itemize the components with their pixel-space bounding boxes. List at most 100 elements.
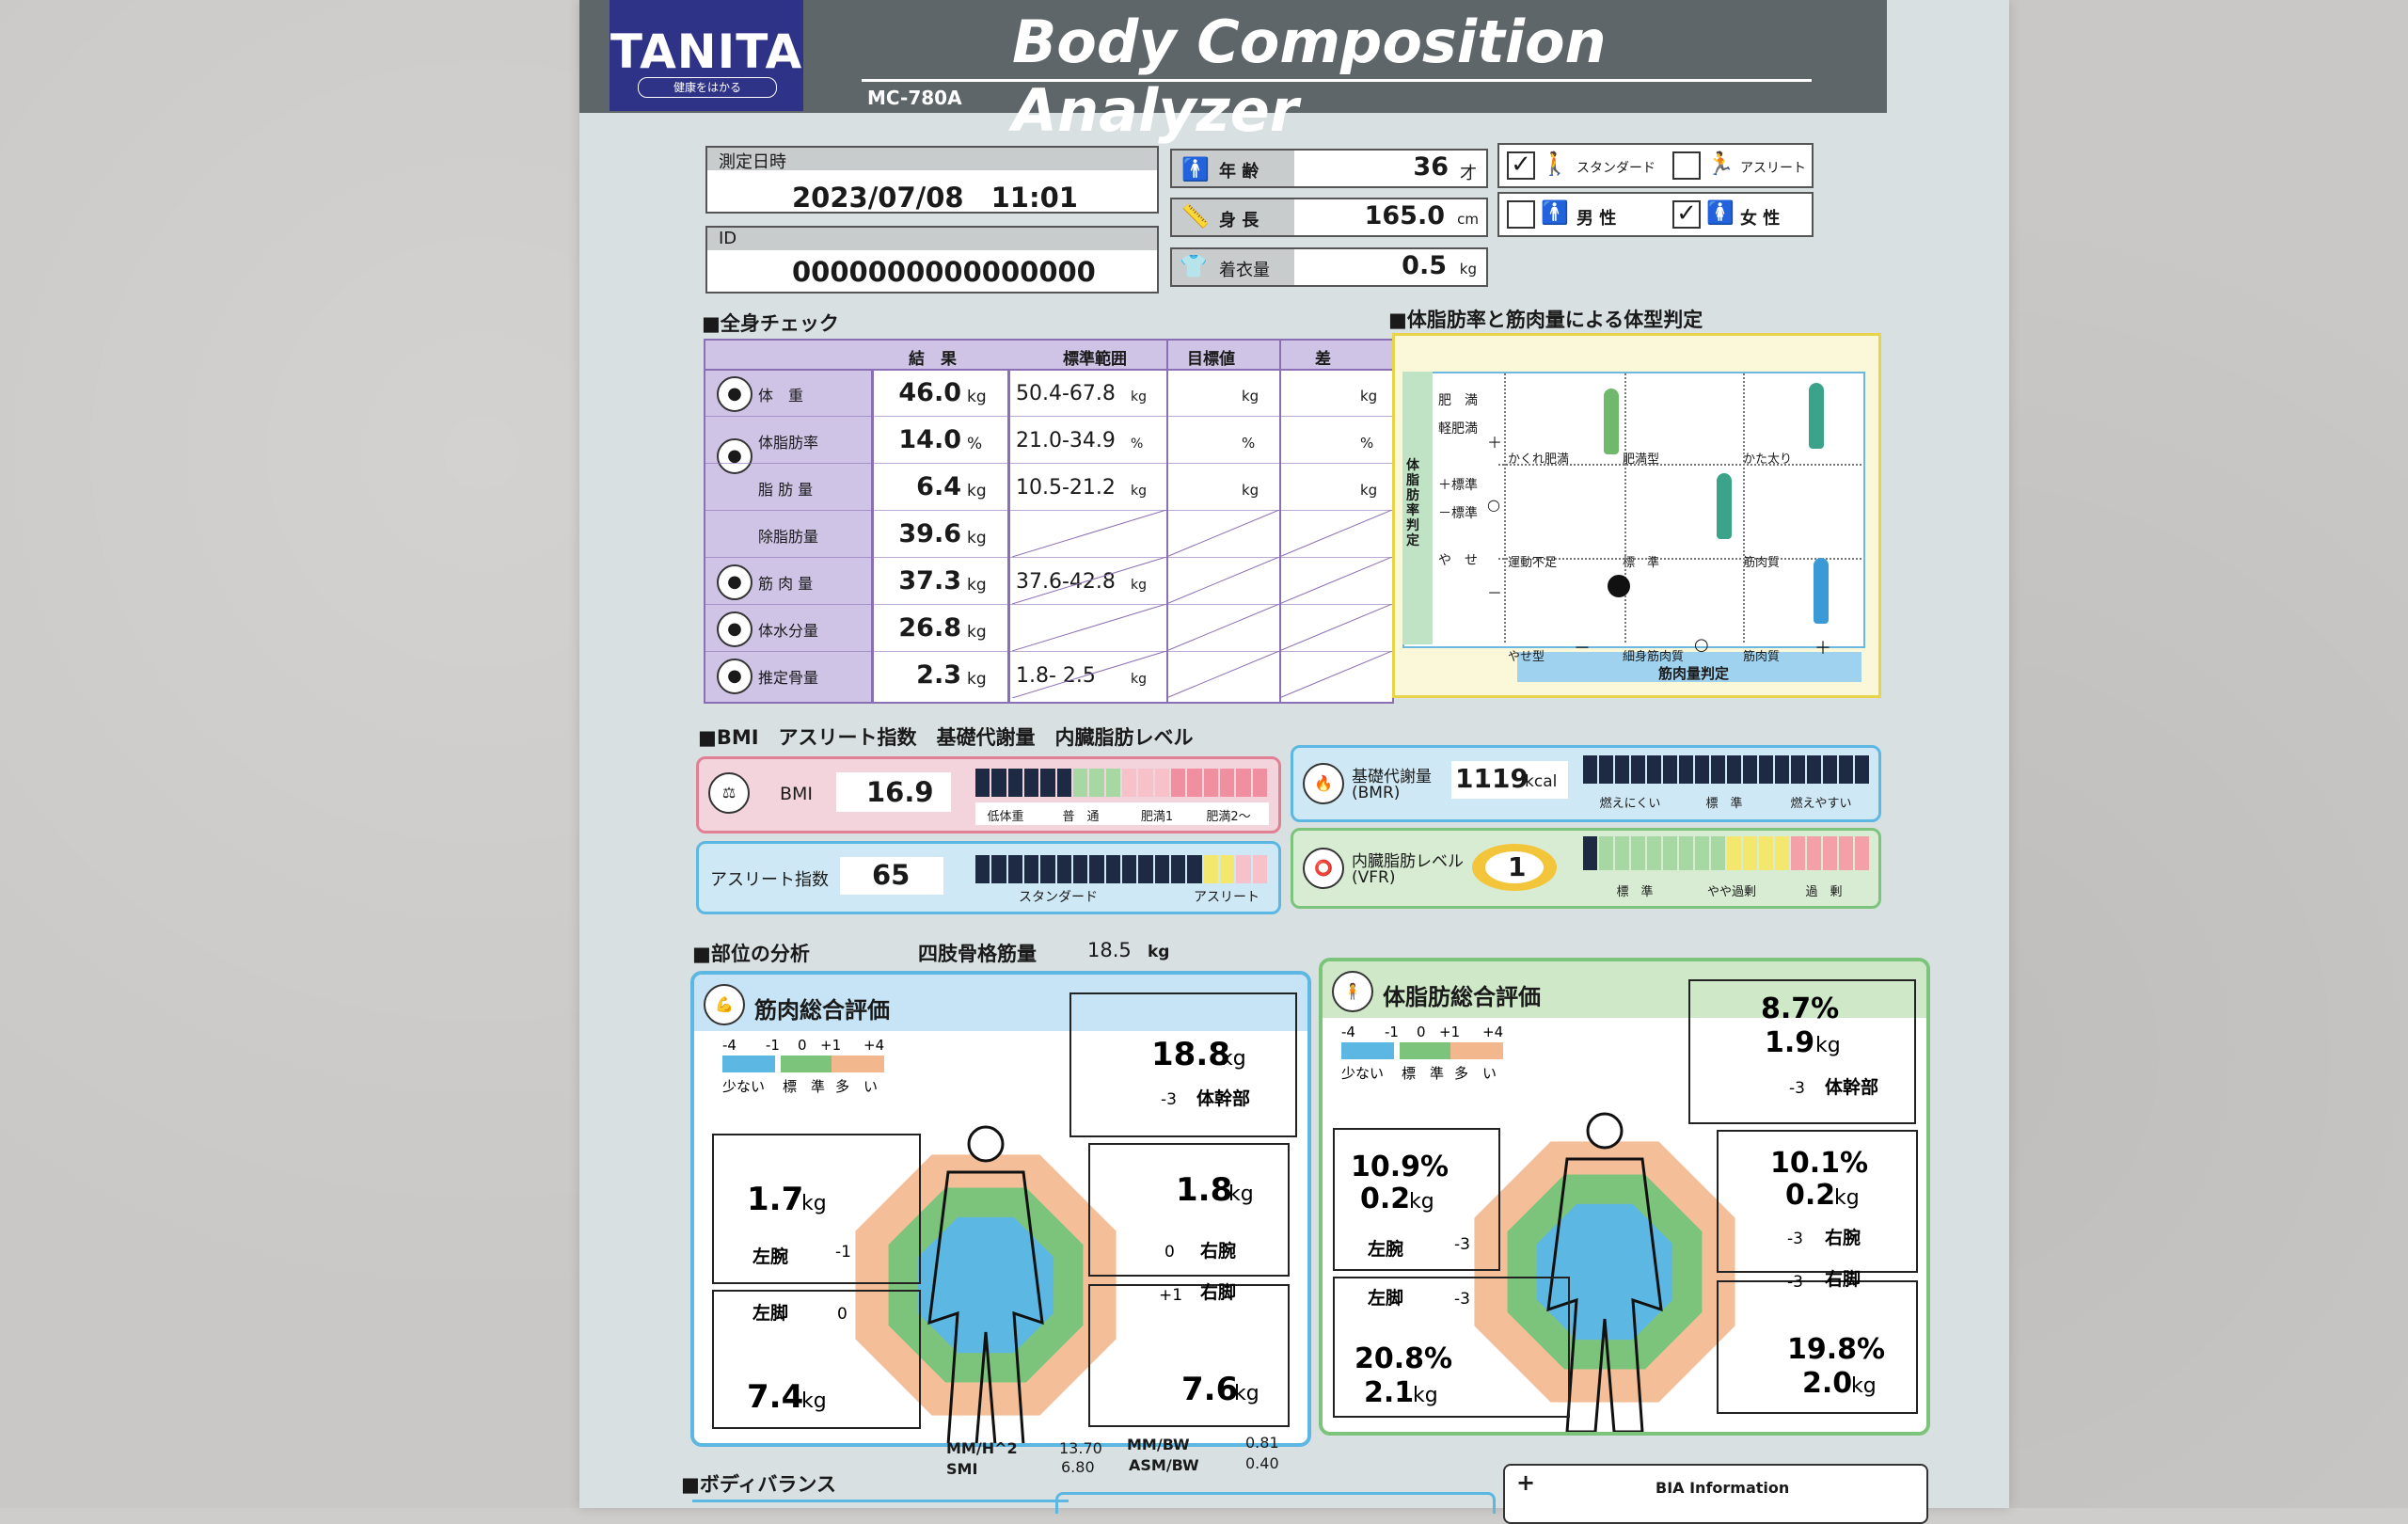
right-arm-label: 右腕 <box>1199 1240 1236 1262</box>
bar-block <box>1105 855 1120 883</box>
left-arm-pct: 10.9% <box>1351 1151 1449 1183</box>
bt-cell-label: かた太り <box>1743 452 1793 467</box>
bar-block <box>1203 769 1218 797</box>
bar-block <box>1823 836 1837 870</box>
right-arm-value: 1.8 <box>1176 1171 1232 1209</box>
male-checkbox[interactable] <box>1507 200 1535 229</box>
left-leg-value: 7.4 <box>747 1378 803 1416</box>
row-unit: kg <box>967 670 987 689</box>
bmr-unit: kcal <box>1525 772 1558 791</box>
bar-block <box>1823 755 1837 784</box>
standard-checkbox[interactable]: ✓ <box>1507 151 1535 180</box>
bar-block <box>1759 755 1773 784</box>
row-divider <box>705 463 1392 464</box>
balance-box-2 <box>1055 1492 1496 1514</box>
row-target-unit: kg <box>1242 482 1259 499</box>
bar-block <box>1007 855 1022 883</box>
legend-swatch <box>1450 1042 1503 1059</box>
left-arm-box <box>712 1134 921 1284</box>
right-leg-unit: kg <box>1234 1382 1259 1405</box>
athlete-scale-athlete: アスリート <box>1194 890 1259 905</box>
body-type-chart: 肥 満軽肥満 ＋標準 －標準や せかくれ肥満 肥満型 かた太り 運動不足標 準筋肉質 やせ型… <box>1392 333 1881 698</box>
bar-block <box>1171 855 1186 883</box>
female-checkbox[interactable]: ✓ <box>1672 200 1701 229</box>
bar-block <box>1040 855 1055 883</box>
date-value: 2023/07/08 11:01 <box>792 182 1078 214</box>
bar-block <box>1040 769 1055 797</box>
bar-block <box>1647 755 1661 784</box>
row-value: 39.6 <box>898 519 961 548</box>
smi-value-2: 0.81 <box>1245 1434 1279 1452</box>
header-diff: 差 <box>1315 350 1331 369</box>
bar-block <box>1679 755 1693 784</box>
bar-block <box>1727 836 1741 870</box>
row-value: 26.8 <box>898 613 961 643</box>
bar-block <box>1154 769 1169 797</box>
right-arm-score: 0 <box>1164 1243 1175 1262</box>
bt-cell-label: 筋肉質 <box>1743 556 1781 570</box>
left-leg-score: -3 <box>1454 1290 1470 1309</box>
left-arm-label: 左腕 <box>752 1246 788 1267</box>
legend-swatch <box>781 1056 833 1072</box>
bar-block <box>1599 836 1613 870</box>
right-leg-value: 7.6 <box>1181 1371 1238 1408</box>
bt-row-label: －標準 <box>1438 506 1478 521</box>
bmr-label: 基礎代謝量 <box>1352 768 1432 786</box>
row-label: 脂 肪 量 <box>758 481 814 499</box>
body-head <box>1586 1112 1624 1150</box>
bt-y-mark: ＋ <box>1487 434 1503 452</box>
bar-block <box>1187 769 1202 797</box>
bar-block <box>1073 769 1088 797</box>
athlete-bar <box>975 855 1269 883</box>
athlete-index-value: 65 <box>872 859 911 891</box>
row-range-unit: kg <box>1131 578 1147 593</box>
vfr-panel: ⭕ 内臓脂肪レベル (VFR) 1 標 準 やや過剰 過 剰 <box>1291 828 1881 909</box>
right-leg-box <box>1088 1284 1290 1427</box>
scale-label: やや過剰 <box>1706 885 1756 899</box>
legend-word: 標 準 <box>783 1078 825 1095</box>
body-outline <box>1546 1157 1663 1432</box>
vfr-label: 内臓脂肪レベル <box>1352 852 1464 871</box>
female-icon: 🚺 <box>1706 199 1735 226</box>
header-range: 標準範囲 <box>1063 350 1127 369</box>
bmi-panel: ⚖ BMI 16.9 低体重 普 通 肥満1 肥満2～ <box>696 756 1281 833</box>
whole-body-table: 結 果 標準範囲 目標値 差 体 重 46.0 kg 50.4-67.8 kg kg kg ●… <box>704 339 1394 704</box>
legend-tick: -4 <box>722 1037 737 1054</box>
vfr-value-ring: 1 <box>1472 844 1557 891</box>
evaluation-ring <box>917 1216 1054 1354</box>
trunk-value: 18.8 <box>1151 1036 1230 1073</box>
bt-x-mark: ○ <box>1694 635 1709 655</box>
bar-block <box>1711 836 1725 870</box>
row-value: 2.3 <box>916 660 961 690</box>
legend-tick: +1 <box>1439 1024 1460 1040</box>
bar-block <box>1236 769 1251 797</box>
male-label: 男 性 <box>1576 209 1617 229</box>
row-range-unit: % <box>1131 437 1144 452</box>
row-icon: ● <box>717 564 752 600</box>
row-unit: % <box>967 435 983 453</box>
athlete-checkbox[interactable] <box>1672 151 1701 180</box>
bar-block <box>1024 769 1039 797</box>
trunk-unit: kg <box>1815 1034 1841 1057</box>
row-value: 14.0 <box>898 425 961 454</box>
legend-word: 少ない <box>1341 1065 1384 1082</box>
left-arm-unit: kg <box>801 1192 827 1215</box>
bar-block <box>1615 755 1629 784</box>
height-value: 165.0 <box>1364 201 1445 230</box>
model-number: MC-780A <box>867 87 962 109</box>
scale-label: 過 剰 <box>1805 885 1843 899</box>
header-result: 結 果 <box>909 350 957 369</box>
bar-block <box>1775 836 1789 870</box>
left-arm-value: 1.7 <box>747 1181 803 1218</box>
scale-label: 燃えにくい <box>1599 797 1661 811</box>
bt-cell-label: 肥満型 <box>1623 452 1660 467</box>
evaluation-ring <box>1536 1203 1673 1341</box>
bt-y-mark: ○ <box>1487 496 1500 514</box>
bar-block <box>1122 769 1137 797</box>
bia-title: BIA Information <box>1656 1479 1790 1497</box>
right-leg-score: +1 <box>1159 1286 1182 1305</box>
left-leg-kg: 2.1 <box>1364 1376 1414 1409</box>
bt-x-mark: － <box>1574 639 1591 659</box>
bar-block <box>1807 755 1821 784</box>
bar-block <box>1759 836 1773 870</box>
